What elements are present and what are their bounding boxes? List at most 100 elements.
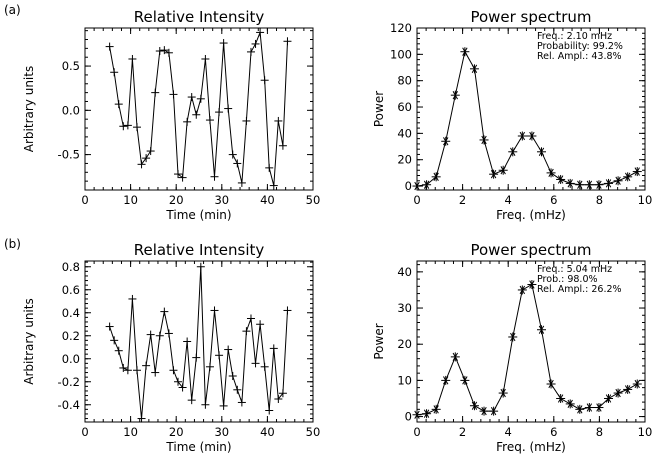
panel-2-annotation: Freq.: 2.10 mHz — [537, 31, 612, 42]
panel-1-data-point — [242, 116, 251, 125]
panel-3-series-line — [109, 266, 288, 419]
panel-2-data-point — [412, 181, 422, 191]
panel-4-data-point — [623, 384, 633, 394]
panel-4-data-point — [517, 285, 527, 295]
panel-1-xtick-label: 20 — [169, 193, 184, 207]
panel-2-data-point — [431, 172, 441, 182]
panel-3-data-point — [174, 377, 183, 386]
panel-3-data-point — [192, 353, 201, 362]
panel-4-data-point — [575, 404, 585, 414]
panel-1-data-point — [155, 47, 164, 56]
panel-1-data-point — [265, 163, 274, 172]
panel-4-xtick-label: 0 — [413, 425, 420, 439]
panel-3-ytick-label: 0.4 — [62, 306, 80, 320]
panel-4-data-point — [613, 388, 623, 398]
panel-1-data-point — [114, 100, 123, 109]
panel-3-data-point — [132, 366, 141, 375]
panel-4-x-axis-label: Freq. (mHz) — [496, 440, 566, 454]
panel-2-xtick-label: 2 — [459, 193, 466, 207]
panel-3-data-point — [142, 361, 151, 370]
panel-1-axes-frame — [84, 27, 314, 191]
panel-1-data-point — [278, 141, 287, 150]
panel-1-data-point — [201, 54, 210, 63]
panel-3-data-point — [205, 362, 214, 371]
panel-1-data-point — [146, 147, 155, 156]
panel-2-data-point — [450, 90, 460, 100]
panel-1-data-point — [151, 88, 160, 97]
panel-1-xtick-label: 10 — [123, 193, 138, 207]
panel-4-data-point — [479, 406, 489, 416]
panel-2-data-point — [594, 180, 604, 190]
panel-3-data-point — [119, 363, 128, 372]
panel-1-data-point — [215, 108, 224, 117]
panel-1-x-axis-label: Time (min) — [165, 208, 231, 222]
panel-3-xtick-label: 0 — [81, 425, 88, 439]
panel-3-xtick-label: 50 — [306, 425, 321, 439]
panel-3-data-point — [210, 306, 219, 315]
panel-1-data-point — [119, 122, 128, 131]
panel-2-xtick-label: 10 — [638, 193, 653, 207]
panel-2-ytick-label: 20 — [397, 153, 412, 167]
panel-2-data-point — [441, 136, 451, 146]
panel-1-data-point — [169, 90, 178, 99]
panel-b-power-spectrum: Power spectrum 0 2 4 6 8 10 0 10 20 30 40 Freq. (mHz… — [372, 241, 652, 454]
panel-3-data-point — [178, 383, 187, 392]
panel-1-data-point — [237, 178, 246, 187]
panel-2-data-point — [546, 168, 556, 178]
panel-2-data-point — [613, 176, 623, 186]
panel-1-data-point — [210, 172, 219, 181]
panel-4-data-point — [632, 379, 642, 389]
panel-1-data-point — [283, 37, 292, 46]
panel-3-ytick-label: 0.6 — [62, 283, 80, 297]
panel-3-panel-label: (b) — [4, 237, 21, 251]
panel-1-data-point — [192, 110, 201, 119]
panel-4-data-point — [450, 352, 460, 362]
panel-1-data-point — [110, 68, 119, 77]
panel-4-data-point — [594, 403, 604, 413]
panel-3-data-point — [233, 385, 242, 394]
panel-3-data-point — [123, 366, 132, 375]
panel-3-data-point — [224, 345, 233, 354]
panel-4-ytick-label: 0 — [405, 410, 412, 424]
panel-3-xtick-label: 40 — [260, 425, 275, 439]
panel-2-data-point — [508, 147, 518, 157]
panel-1-data-point — [205, 116, 214, 125]
panel-1-series-line — [109, 32, 288, 186]
panel-1-y-axis-label: Arbitrary units — [22, 66, 36, 152]
panel-3-data-point — [137, 414, 146, 423]
panel-2-xtick-label: 6 — [550, 193, 557, 207]
panel-2-ytick-label: 80 — [397, 74, 412, 88]
panel-2-xtick-label: 4 — [505, 193, 512, 207]
panel-1-panel-label: (a) — [4, 3, 21, 17]
panel-3-data-point — [110, 336, 119, 345]
panel-2-data-point — [565, 178, 575, 188]
panel-4-ytick-label: 30 — [397, 301, 412, 315]
panel-4-ytick-label: 40 — [397, 265, 412, 279]
panel-b-intensity: Relative Intensity (b) 0 10 20 30 40 50 -0.4 -0.2… — [4, 237, 320, 454]
panel-4-xtick-label: 4 — [505, 425, 512, 439]
panel-2-data-point — [460, 47, 470, 57]
panel-2-data-point — [469, 64, 479, 74]
panel-1-data-point — [105, 42, 114, 51]
panel-2-data-point — [575, 180, 585, 190]
panel-2-data-point — [632, 167, 642, 177]
panel-4-xtick-label: 8 — [596, 425, 603, 439]
panel-1-ytick-label: 0.5 — [62, 59, 80, 73]
panel-2-data-point — [527, 131, 537, 141]
panel-2-ytick-label: 100 — [390, 47, 412, 61]
panel-1-ytick-label: 0.0 — [62, 103, 80, 117]
panel-1-data-point — [196, 94, 205, 103]
panel-3-data-point — [278, 389, 287, 398]
panel-3-data-point — [246, 314, 255, 323]
panel-4-annotation: Prob.: 98.0% — [537, 274, 598, 285]
panel-3-data-point — [269, 344, 278, 353]
panel-4-data-point — [489, 406, 499, 416]
panel-4-data-point — [498, 388, 508, 398]
panel-1-data-point — [251, 39, 260, 48]
panel-2-data-point — [604, 178, 614, 188]
panel-2-title: Power spectrum — [470, 8, 591, 26]
panel-1-data-point — [174, 170, 183, 179]
panel-3-data-point — [251, 359, 260, 368]
panel-3-data-point — [114, 346, 123, 355]
